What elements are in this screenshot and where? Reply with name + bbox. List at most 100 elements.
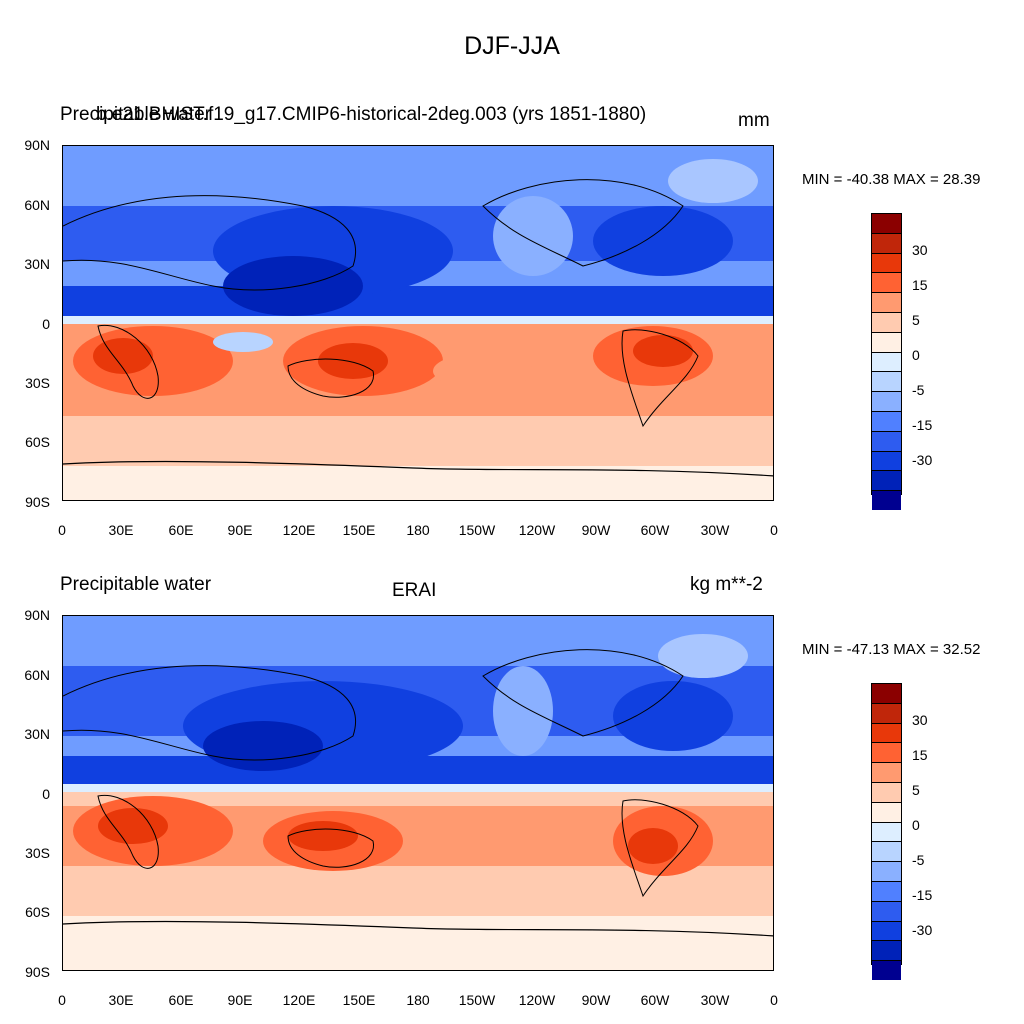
x-tick-label: 0 bbox=[770, 992, 778, 1008]
colorbar-box bbox=[872, 703, 901, 724]
colorbar-box bbox=[872, 451, 901, 472]
x-tick-label: 90E bbox=[227, 992, 253, 1008]
colorbar bbox=[871, 683, 902, 980]
panel-left-label: Precipitable water bbox=[60, 574, 212, 595]
colorbar-label: 0 bbox=[912, 817, 920, 833]
colorbar-label: 30 bbox=[912, 242, 928, 258]
y-tick-label: 60N bbox=[24, 667, 50, 683]
colorbar-label: -5 bbox=[912, 852, 925, 868]
colorbar-box bbox=[872, 763, 901, 783]
y-tick-label: 90N bbox=[24, 607, 50, 623]
x-tick-label: 180 bbox=[406, 522, 430, 538]
colorbar-label: 15 bbox=[912, 747, 928, 763]
colorbar-box bbox=[872, 411, 901, 432]
colorbar-box bbox=[872, 684, 901, 704]
colorbar-label: 0 bbox=[912, 347, 920, 363]
x-tick-label: 150W bbox=[458, 522, 496, 538]
y-tick-label: 30S bbox=[25, 375, 50, 391]
x-tick-label: 120W bbox=[518, 992, 556, 1008]
y-tick-label: 60S bbox=[25, 904, 50, 920]
colorbar-label: 15 bbox=[912, 277, 928, 293]
colorbar-box bbox=[872, 352, 901, 373]
panel-units-label: mm bbox=[738, 110, 770, 131]
x-tick-label: 180 bbox=[406, 992, 430, 1008]
colorbar-box bbox=[872, 372, 901, 393]
x-tick-label: 0 bbox=[58, 522, 66, 538]
colorbar-label: -15 bbox=[912, 887, 933, 903]
colorbar-box bbox=[872, 723, 901, 744]
x-tick-label: 150E bbox=[342, 522, 376, 538]
x-tick-label: 30E bbox=[108, 992, 134, 1008]
colorbar-box bbox=[872, 253, 901, 274]
x-tick-label: 150W bbox=[458, 992, 496, 1008]
panel-units-label: kg m**-2 bbox=[690, 574, 763, 595]
colorbar-box bbox=[872, 802, 901, 823]
colorbar-box bbox=[872, 233, 901, 254]
colorbar-box bbox=[872, 312, 901, 333]
figure-title: DJF-JJA bbox=[464, 32, 560, 60]
colorbar-box bbox=[872, 941, 901, 962]
y-tick-label: 30S bbox=[25, 845, 50, 861]
x-tick-label: 30W bbox=[700, 522, 730, 538]
x-tick-label: 0 bbox=[770, 522, 778, 538]
colorbar-box bbox=[872, 921, 901, 942]
x-tick-label: 60E bbox=[168, 522, 194, 538]
x-tick-label: 30W bbox=[700, 992, 730, 1008]
panel-model: Precipitable water b.e21.BHIST.f19_g17.C… bbox=[0, 0, 1024, 538]
colorbar-box bbox=[872, 214, 901, 234]
panel-center-label: b.e21.BHIST.f19_g17.CMIP6-historical-2de… bbox=[96, 104, 647, 125]
x-tick-label: 150E bbox=[342, 992, 376, 1008]
colorbar-box bbox=[872, 431, 901, 452]
y-tick-label: 90N bbox=[24, 137, 50, 153]
x-tick-label: 90W bbox=[581, 522, 611, 538]
colorbar-box bbox=[872, 961, 901, 980]
x-tick-label: 0 bbox=[58, 992, 66, 1008]
x-tick-label: 30E bbox=[108, 522, 134, 538]
colorbar-box bbox=[872, 782, 901, 803]
colorbar-box bbox=[872, 743, 901, 764]
panel-left-label: Precipitable water bbox=[60, 104, 212, 125]
colorbar-label: 30 bbox=[912, 712, 928, 728]
colorbar-box bbox=[872, 332, 901, 353]
y-tick-label: 60N bbox=[24, 197, 50, 213]
colorbar-label: 5 bbox=[912, 312, 920, 328]
colorbar-label: -15 bbox=[912, 417, 933, 433]
map-plot bbox=[62, 145, 774, 501]
min-max-label: MIN = -40.38 MAX = 28.39 bbox=[802, 171, 981, 188]
colorbar-box bbox=[872, 881, 901, 902]
colorbar-box bbox=[872, 293, 901, 313]
contour-map bbox=[63, 616, 773, 970]
y-tick-label: 30N bbox=[24, 726, 50, 742]
colorbar-box bbox=[872, 901, 901, 922]
x-tick-label: 60E bbox=[168, 992, 194, 1008]
y-tick-label: 0 bbox=[42, 786, 50, 802]
x-tick-label: 90E bbox=[227, 522, 253, 538]
colorbar-label: -30 bbox=[912, 922, 933, 938]
colorbar-box bbox=[872, 471, 901, 492]
panel-center-label: ERAI bbox=[392, 580, 437, 601]
colorbar-label: -30 bbox=[912, 452, 933, 468]
colorbar bbox=[871, 213, 902, 510]
x-tick-label: 60W bbox=[640, 992, 670, 1008]
x-tick-label: 90W bbox=[581, 992, 611, 1008]
colorbar-box bbox=[872, 862, 901, 882]
map-plot bbox=[62, 615, 774, 971]
colorbar-box bbox=[872, 491, 901, 510]
x-tick-label: 120E bbox=[282, 522, 316, 538]
x-tick-label: 60W bbox=[640, 522, 670, 538]
x-tick-label: 120W bbox=[518, 522, 556, 538]
min-max-label: MIN = -47.13 MAX = 32.52 bbox=[802, 641, 981, 658]
colorbar-box bbox=[872, 822, 901, 843]
x-tick-label: 120E bbox=[282, 992, 316, 1008]
colorbar-box bbox=[872, 392, 901, 412]
y-tick-label: 30N bbox=[24, 256, 50, 272]
colorbar-label: -5 bbox=[912, 382, 925, 398]
contour-map bbox=[63, 146, 773, 500]
y-tick-label: 90S bbox=[25, 494, 50, 510]
colorbar-label: 5 bbox=[912, 782, 920, 798]
y-tick-label: 90S bbox=[25, 964, 50, 980]
colorbar-box bbox=[872, 842, 901, 863]
colorbar-box bbox=[872, 273, 901, 294]
y-tick-label: 60S bbox=[25, 434, 50, 450]
